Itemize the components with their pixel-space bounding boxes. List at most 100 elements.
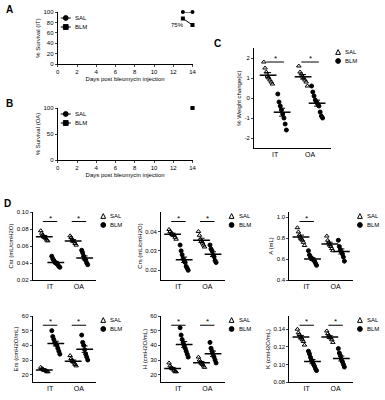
svg-text:OA: OA [331,283,341,290]
svg-text:Cst (mL/cmH2O): Cst (mL/cmH2O) [8,223,14,268]
svg-text:100: 100 [44,9,55,15]
svg-text:0.4: 0.4 [277,277,286,283]
svg-text:*: * [77,317,80,326]
svg-text:0: 0 [50,61,54,67]
svg-text:12: 12 [170,69,177,75]
svg-text:Ers (cmH2O/mL): Ers (cmH2O/mL) [13,326,19,371]
svg-text:OA: OA [74,283,84,290]
svg-text:BLM: BLM [75,24,87,30]
svg-text:*: * [49,214,52,223]
svg-text:% Survival (IT): % Survival (IT) [35,18,41,57]
svg-text:20: 20 [150,372,157,378]
svg-text:*: * [77,214,80,223]
svg-text:BLM: BLM [75,120,87,126]
svg-text:IT: IT [47,283,54,290]
svg-text:SAL: SAL [367,317,379,323]
svg-text:*: * [274,54,277,63]
svg-text:K (cmH2O/mL): K (cmH2O/mL) [265,329,271,369]
svg-text:40: 40 [47,40,54,46]
svg-text:60: 60 [22,313,29,319]
svg-text:BLM: BLM [110,326,122,332]
svg-text:4: 4 [95,69,99,75]
svg-text:BLM: BLM [239,222,251,228]
svg-text:C: C [214,38,221,49]
svg-text:0.08: 0.08 [274,379,286,385]
svg-text:IT: IT [272,151,279,158]
svg-text:60: 60 [47,30,54,36]
svg-text:12: 12 [170,165,177,171]
svg-text:*: * [334,317,337,326]
svg-text:0.08: 0.08 [17,226,29,232]
svg-text:*: * [206,317,209,326]
svg-text:2: 2 [247,55,251,61]
svg-text:IT: IT [175,283,182,290]
svg-text:8: 8 [133,165,137,171]
svg-text:14: 14 [189,69,196,75]
svg-text:8: 8 [133,69,137,75]
svg-text:OA: OA [305,151,315,158]
svg-text:100: 100 [44,105,55,111]
svg-text:1: 1 [247,75,251,81]
svg-text:SAL: SAL [239,213,251,219]
svg-text:SAL: SAL [110,213,122,219]
svg-text:10: 10 [151,69,158,75]
svg-text:H (cmH2O/mL): H (cmH2O/mL) [142,329,148,369]
svg-text:BLM: BLM [239,326,251,332]
svg-text:BLM: BLM [345,58,357,64]
svg-text:30: 30 [150,357,157,363]
svg-text:-1: -1 [245,115,251,121]
svg-text:50: 50 [150,328,157,334]
svg-text:14: 14 [189,165,196,171]
svg-text:60: 60 [150,313,157,319]
svg-text:-2: -2 [245,135,251,141]
svg-text:% Weight change(ic): % Weight change(ic) [236,70,242,125]
svg-text:0.8: 0.8 [277,235,286,241]
svg-text:OA: OA [331,385,341,392]
svg-text:0: 0 [56,165,60,171]
svg-text:BLM: BLM [367,326,379,332]
svg-text:OA: OA [74,385,84,392]
svg-text:A (mL): A (mL) [268,237,274,255]
svg-text:0.03: 0.03 [145,248,157,254]
svg-text:IT: IT [304,283,311,290]
svg-text:Days post bleomycin injection: Days post bleomycin injection [86,76,165,82]
svg-text:SAL: SAL [345,49,357,55]
svg-text:IT: IT [47,385,54,392]
svg-text:2: 2 [75,165,79,171]
svg-text:20: 20 [47,51,54,57]
svg-text:40: 40 [22,342,29,348]
svg-text:IT: IT [304,385,311,392]
svg-text:0: 0 [56,69,60,75]
svg-text:SAL: SAL [367,213,379,219]
svg-text:30: 30 [22,357,29,363]
svg-text:SAL: SAL [75,15,87,21]
svg-text:*: * [49,317,52,326]
svg-text:1.0: 1.0 [277,214,286,220]
svg-text:0.10: 0.10 [17,209,29,215]
svg-text:SAL: SAL [239,317,251,323]
svg-text:2: 2 [75,69,79,75]
svg-text:0.02: 0.02 [17,277,29,283]
svg-text:0.6: 0.6 [277,256,286,262]
svg-text:0.04: 0.04 [145,229,157,235]
svg-text:BLM: BLM [110,222,122,228]
svg-text:Crs (mL/cmH2O): Crs (mL/cmH2O) [137,223,143,268]
svg-text:SAL: SAL [110,317,122,323]
svg-text:75%: 75% [171,22,184,28]
svg-text:D: D [4,198,11,209]
svg-text:50: 50 [22,328,29,334]
svg-text:IT: IT [175,385,182,392]
svg-text:OA: OA [202,385,212,392]
svg-text:0: 0 [247,95,251,101]
svg-text:A: A [6,4,13,15]
svg-text:% Survival (OA): % Survival (OA) [35,113,41,156]
svg-text:0.10: 0.10 [274,362,286,368]
svg-text:BLM: BLM [367,222,379,228]
svg-text:B: B [6,98,13,109]
svg-text:40: 40 [150,342,157,348]
svg-text:OA: OA [202,283,212,290]
svg-text:SAL: SAL [75,111,87,117]
svg-text:6: 6 [114,165,118,171]
svg-text:0.02: 0.02 [145,267,157,273]
svg-text:0.04: 0.04 [17,260,29,266]
